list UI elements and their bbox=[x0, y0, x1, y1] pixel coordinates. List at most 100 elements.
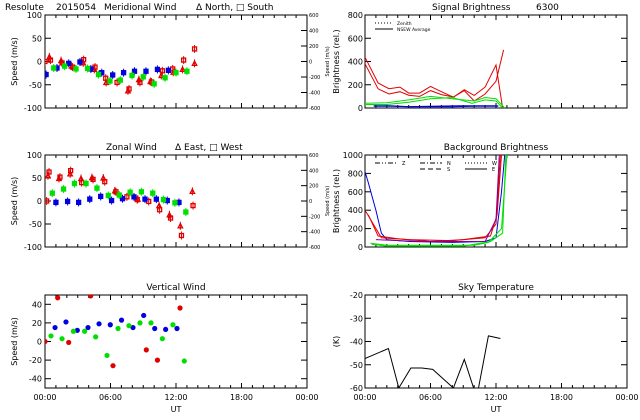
data-point-square bbox=[53, 199, 59, 206]
y-tick-label: 50 bbox=[32, 174, 42, 183]
series-group bbox=[365, 155, 508, 247]
data-point-square bbox=[127, 189, 133, 195]
x-tick-label: 00:00 bbox=[353, 393, 376, 402]
data-point-triangle bbox=[191, 59, 198, 67]
data-point bbox=[163, 326, 169, 333]
y2-axis-label: Speed (m/s) bbox=[325, 46, 331, 76]
y-tick-label: -40 bbox=[29, 375, 42, 384]
series-line bbox=[370, 155, 508, 246]
data-point bbox=[55, 295, 61, 301]
data-point bbox=[104, 352, 110, 359]
y-axis-label: Speed (m/s) bbox=[10, 177, 19, 226]
y2-tick-label: 400 bbox=[309, 29, 319, 35]
chart-title: Background Brightness bbox=[444, 143, 549, 153]
data-point bbox=[143, 347, 149, 353]
data-point-square bbox=[183, 209, 189, 215]
data-point-square bbox=[75, 199, 82, 206]
series-line bbox=[365, 95, 506, 108]
panel-zonal-wind: 100 50 0 -50 -100 Speed (m/s) 600 400 200 0 -200 -4… bbox=[10, 143, 331, 252]
legend-label: W bbox=[492, 161, 497, 167]
data-point-square bbox=[77, 59, 83, 65]
series-line bbox=[365, 56, 504, 108]
data-point-square bbox=[51, 65, 57, 71]
x-tick-label: 00:00 bbox=[33, 393, 56, 402]
data-point-square bbox=[190, 202, 196, 209]
y-tick-label: 0 bbox=[358, 104, 363, 113]
data-point bbox=[152, 325, 158, 332]
y-tick-label: 200 bbox=[348, 81, 363, 90]
data-point-square bbox=[60, 186, 67, 192]
chart-legend: Δ East, □ West bbox=[175, 143, 243, 153]
chart-legend: Δ North, □ South bbox=[196, 3, 273, 13]
y-axis-label: Speed (m/s) bbox=[10, 37, 19, 86]
y-tick-label: 1000 bbox=[343, 151, 363, 160]
data-point-square bbox=[47, 57, 54, 63]
data-point-square bbox=[68, 167, 74, 174]
data-point-square bbox=[49, 190, 55, 196]
panel-meridional-wind: 100 50 0 -50 -100 Speed (m/s) 600 400 200 0 -200 -4… bbox=[5, 3, 331, 113]
data-point bbox=[48, 333, 54, 339]
y-tick-label: 600 bbox=[348, 34, 363, 43]
data-point bbox=[118, 317, 125, 323]
data-point-square bbox=[90, 176, 96, 183]
y2-tick-label: 0 bbox=[309, 199, 312, 205]
data-point-square bbox=[117, 77, 123, 83]
data-point bbox=[107, 322, 113, 328]
data-point bbox=[115, 325, 121, 332]
data-point bbox=[66, 339, 72, 346]
data-point-square bbox=[116, 192, 122, 198]
series-group bbox=[45, 295, 187, 369]
panel-vertical-wind: 00:00 06:00 12:00 18:00 00:00 UT 40 20 0 -20 -40 Sp… bbox=[10, 283, 319, 414]
data-point bbox=[181, 358, 187, 364]
data-point-square bbox=[120, 70, 127, 76]
panel-sky-temperature: 00:00 06:00 12:00 18:00 00:00 UT -20 -30 -40 -50 -… bbox=[332, 283, 639, 414]
data-point-square bbox=[119, 196, 126, 202]
x-tick-label: 06:00 bbox=[99, 393, 122, 402]
data-point-square bbox=[150, 190, 156, 196]
y-tick-label: -50 bbox=[29, 220, 42, 229]
data-point-triangle bbox=[134, 195, 142, 202]
data-point-square bbox=[178, 232, 185, 239]
data-point bbox=[137, 320, 143, 326]
data-point-square bbox=[142, 196, 148, 202]
data-point-square bbox=[94, 185, 100, 191]
y-tick-label: 600 bbox=[348, 188, 363, 197]
data-point bbox=[96, 321, 102, 327]
data-point-square bbox=[95, 71, 102, 78]
data-point-triangle bbox=[189, 187, 196, 194]
data-point-square bbox=[73, 66, 79, 72]
legend-label: N bbox=[447, 161, 451, 167]
data-point-square bbox=[162, 75, 168, 81]
data-point bbox=[59, 336, 65, 342]
data-point-square bbox=[131, 194, 137, 200]
data-point-square bbox=[131, 68, 138, 74]
data-point-square bbox=[140, 74, 146, 80]
chart-title: Signal Brightness bbox=[432, 3, 511, 13]
y2-tick-label: -400 bbox=[309, 230, 320, 236]
y-axis-label: Brightness (rel.) bbox=[332, 169, 341, 233]
y-tick-label: 40 bbox=[32, 300, 42, 309]
data-point-square bbox=[129, 72, 135, 79]
data-point-square bbox=[62, 63, 68, 69]
data-point bbox=[45, 338, 48, 345]
data-point-square bbox=[57, 174, 63, 180]
data-point-square bbox=[64, 198, 71, 205]
data-point-square bbox=[184, 68, 190, 74]
y-tick-label: -100 bbox=[24, 243, 42, 252]
y-tick-label: 0 bbox=[37, 197, 42, 206]
y-tick-label: 400 bbox=[348, 58, 363, 67]
y-tick-label: 800 bbox=[348, 11, 363, 20]
y2-tick-label: 200 bbox=[309, 44, 319, 50]
series-group bbox=[45, 44, 198, 95]
series-line bbox=[371, 155, 507, 247]
y2-tick-label: -200 bbox=[309, 214, 320, 220]
series-line bbox=[365, 96, 503, 108]
series-line bbox=[365, 155, 506, 243]
y-tick-label: 0 bbox=[358, 243, 363, 252]
data-point-square bbox=[151, 81, 157, 87]
y-axis-label: Speed (m/s) bbox=[10, 317, 19, 366]
y-tick-label: 400 bbox=[348, 206, 363, 215]
legend-label: S bbox=[447, 167, 450, 173]
